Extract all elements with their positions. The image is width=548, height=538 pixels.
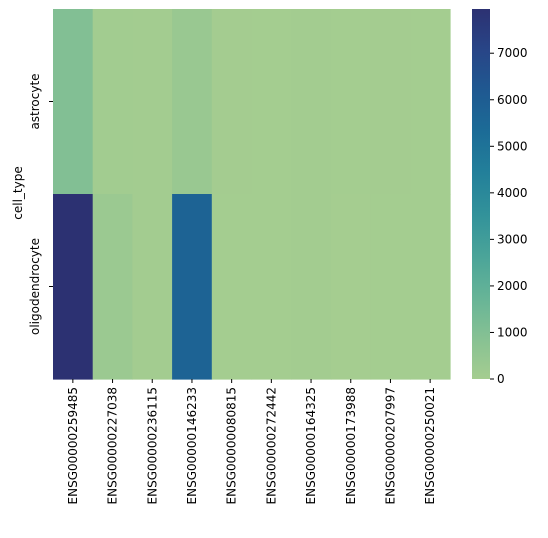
heatmap-cell — [132, 9, 173, 195]
heatmap-cell — [291, 9, 332, 195]
x-tick-label: ENSG00000164325 — [304, 387, 318, 504]
heatmap-cell — [330, 194, 372, 380]
x-tick-label: ENSG00000236115 — [145, 387, 159, 504]
y-axis-label: cell_type — [11, 166, 25, 219]
x-tick-label: ENSG00000250021 — [423, 387, 437, 504]
x-tick-label: ENSG00000146233 — [185, 387, 199, 504]
x-tick-label: ENSG00000259485 — [66, 387, 80, 504]
x-tick-label: ENSG00000173988 — [344, 387, 358, 504]
colorbar-tick-label: 6000 — [497, 93, 528, 107]
colorbar-tick-label: 2000 — [497, 279, 528, 293]
heatmap-cell — [291, 194, 332, 380]
colorbar-tick-label: 4000 — [497, 186, 528, 200]
heatmap-cell — [211, 9, 253, 195]
heatmap-cell — [251, 9, 292, 195]
heatmap-cell — [410, 194, 451, 380]
x-axis-ticks: ENSG00000259485 ENSG00000227038 ENSG000002… — [66, 379, 437, 504]
x-tick-label: ENSG00000207997 — [383, 387, 397, 504]
heatmap-cell — [92, 9, 133, 195]
colorbar — [472, 9, 490, 379]
colorbar-tick-label: 1000 — [497, 325, 528, 339]
heatmap-cell — [92, 194, 133, 380]
heatmap-cells — [53, 9, 451, 380]
x-tick-label: ENSG00000227038 — [106, 387, 120, 504]
x-tick-label: ENSG00000272442 — [264, 387, 278, 504]
heatmap-cell — [172, 9, 213, 195]
y-axis-ticks: astrocyte oligodendrocyte — [28, 73, 53, 335]
colorbar-tick-label: 7000 — [497, 46, 528, 60]
colorbar-tick-label: 5000 — [497, 139, 528, 153]
colorbar-tick-label: 0 — [497, 372, 505, 386]
heatmap-cell — [370, 9, 411, 195]
heatmap-cell — [251, 194, 292, 380]
heatmap-cell — [410, 9, 451, 195]
heatmap-cell — [132, 194, 173, 380]
y-tick-label: oligodendrocyte — [28, 238, 42, 335]
heatmap-cell — [53, 9, 94, 195]
heatmap-cell — [53, 194, 94, 380]
heatmap-cell — [211, 194, 253, 380]
x-tick-label: ENSG00000080815 — [225, 387, 239, 504]
colorbar-ticks: 0 1000 2000 3000 4000 5000 6000 7000 — [490, 46, 528, 386]
heatmap-cell — [370, 194, 411, 380]
colorbar-tick-label: 3000 — [497, 232, 528, 246]
y-tick-label: astrocyte — [28, 73, 42, 129]
heatmap-cell — [330, 9, 372, 195]
heatmap-cell — [172, 194, 213, 380]
